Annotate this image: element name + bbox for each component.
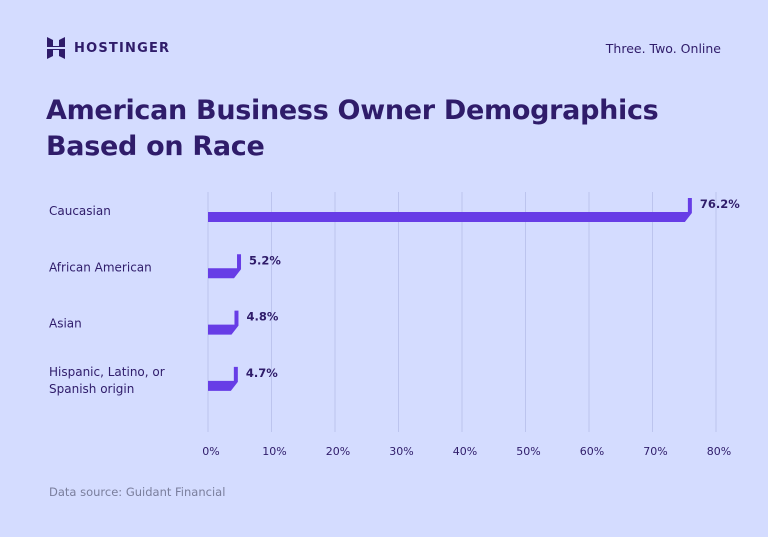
x-tick-label: 80% bbox=[707, 445, 731, 458]
bar bbox=[208, 310, 239, 335]
x-tick-label: 60% bbox=[580, 445, 604, 458]
bar bbox=[208, 366, 238, 391]
category-label: African American bbox=[49, 260, 152, 274]
data-source: Data source: Guidant Financial bbox=[49, 485, 226, 499]
hostinger-h-logo-icon bbox=[47, 37, 65, 59]
x-tick-label: 70% bbox=[643, 445, 667, 458]
x-tick-label: 0% bbox=[202, 445, 219, 458]
chart-title: American Business Owner Demographics Bas… bbox=[46, 95, 659, 162]
category-label: Caucasian bbox=[49, 204, 111, 218]
value-label: 76.2% bbox=[700, 197, 740, 211]
brand-name: HOSTINGER bbox=[74, 40, 171, 56]
category-label: Spanish origin bbox=[49, 382, 134, 396]
x-tick-label: 40% bbox=[453, 445, 477, 458]
bar bbox=[208, 254, 242, 279]
x-tick-label: 30% bbox=[389, 445, 413, 458]
category-label: Hispanic, Latino, or bbox=[49, 365, 165, 379]
value-label: 4.7% bbox=[246, 366, 278, 380]
category-label: Asian bbox=[49, 317, 82, 331]
value-label: 4.8% bbox=[246, 310, 278, 324]
tagline: Three. Two. Online bbox=[605, 41, 721, 56]
bar bbox=[208, 198, 692, 222]
x-tick-label: 50% bbox=[516, 445, 540, 458]
value-label: 5.2% bbox=[249, 253, 281, 267]
x-tick-label: 20% bbox=[326, 445, 350, 458]
brand: HOSTINGER bbox=[47, 37, 170, 59]
x-tick-label: 10% bbox=[262, 445, 286, 458]
